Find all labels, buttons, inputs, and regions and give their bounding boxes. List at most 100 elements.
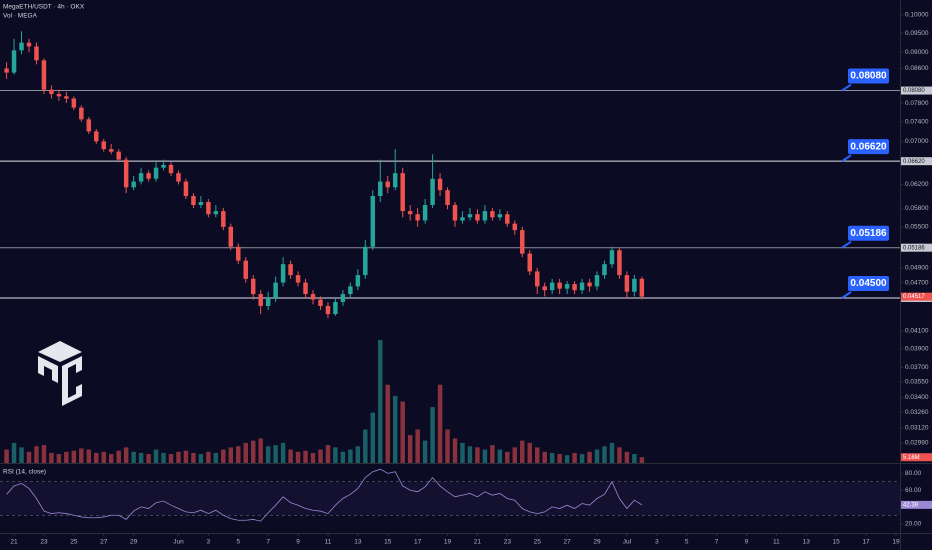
level-label: 0.06620	[850, 141, 887, 152]
volume-bar	[303, 450, 308, 463]
candle-body	[355, 275, 361, 287]
candle-body	[19, 42, 24, 51]
candle-body	[94, 131, 99, 142]
candle-body	[26, 42, 32, 47]
x-tick-label: 25	[70, 539, 78, 546]
volume-bar	[400, 401, 405, 463]
x-tick-label: 17	[414, 539, 422, 546]
candle-body	[108, 149, 114, 152]
volume-bar	[407, 435, 413, 463]
candle-body	[153, 167, 159, 179]
volume-bar	[452, 438, 458, 463]
volume-bar	[243, 442, 248, 463]
volume-bar	[490, 445, 495, 463]
candle-body	[460, 217, 465, 221]
candle-body	[71, 98, 77, 108]
x-tick-label: Jun	[173, 539, 184, 546]
candle-body	[400, 173, 405, 212]
y-tick-label: 0.02990	[905, 440, 929, 447]
volume-bar	[71, 450, 77, 463]
candle-body	[265, 297, 271, 306]
axis-level-box	[901, 243, 932, 252]
volume-bar	[587, 451, 592, 463]
x-tick-label: 13	[354, 539, 362, 546]
volume-bar	[512, 447, 518, 463]
x-tick-label: 11	[773, 539, 780, 546]
candle-body	[467, 214, 473, 218]
volume-bar	[632, 454, 637, 463]
volume-bar	[385, 384, 390, 463]
level-pointer	[841, 291, 852, 299]
candle-body	[146, 173, 151, 179]
volume-bar	[363, 429, 368, 463]
y-tick-label: 0.06200	[905, 181, 929, 188]
x-tick-label: 21	[474, 539, 482, 546]
volume-bar	[168, 454, 174, 463]
y-tick-label: 0.07400	[905, 118, 929, 125]
candle-body	[183, 181, 189, 197]
level-label: 0.04500	[850, 278, 887, 289]
candle-body	[348, 286, 353, 295]
volume-bar	[572, 452, 577, 463]
volume-bar	[4, 449, 9, 463]
volume-bar	[564, 455, 570, 463]
candle-body	[609, 250, 615, 265]
candle-body	[176, 173, 181, 182]
axis-level-box	[901, 157, 932, 166]
level-box	[848, 225, 889, 241]
y-tick-label: 0.04900	[905, 265, 929, 272]
y-tick-label: 0.09500	[905, 30, 929, 37]
candle-body	[228, 226, 234, 247]
x-tick-label: 29	[130, 539, 138, 546]
candle-body	[363, 246, 368, 276]
candle-body	[131, 181, 136, 188]
volume-bar	[295, 451, 301, 463]
volume-bar	[86, 449, 92, 463]
volume-bar	[340, 451, 346, 463]
candle-body	[370, 196, 376, 247]
candle-body	[79, 107, 84, 120]
rsi-tick-label: 20.00	[905, 520, 922, 527]
volume-bar	[280, 442, 286, 463]
candle-body	[632, 278, 637, 292]
logo	[38, 341, 82, 406]
candle-body	[407, 211, 413, 215]
current-volume-box	[901, 453, 932, 462]
candle-body	[310, 294, 316, 300]
volume-bar	[123, 447, 129, 463]
x-tick-label: Jul	[623, 539, 632, 546]
volume-bar	[415, 429, 420, 463]
volume-bar	[34, 446, 39, 463]
candle-body	[534, 271, 540, 287]
axis-level-box	[901, 86, 932, 95]
candle-body	[392, 173, 398, 188]
volume-bar	[534, 447, 540, 463]
candle-body	[243, 260, 248, 279]
candle-body	[497, 214, 503, 218]
candle-body	[564, 284, 570, 289]
volume-bar	[639, 457, 645, 463]
candle-body	[49, 89, 54, 95]
volume-bar	[116, 450, 121, 463]
volume-bar	[422, 440, 428, 463]
candle-body	[452, 205, 458, 221]
candle-body	[318, 299, 323, 306]
volume-bar	[288, 449, 293, 463]
candle-body	[594, 275, 600, 287]
candle-body	[168, 164, 174, 174]
x-tick-label: 29	[593, 539, 601, 546]
volume-bar	[579, 454, 585, 463]
rsi-current-box	[901, 500, 932, 509]
volume-bar	[146, 454, 151, 463]
volume-bar	[221, 449, 226, 463]
x-tick-label: 15	[384, 539, 392, 546]
y-tick-label: 0.05800	[905, 205, 929, 212]
candle-body	[490, 211, 495, 218]
volume-bar	[557, 454, 562, 463]
volume-bar	[437, 384, 443, 463]
volume-bar	[318, 449, 323, 463]
x-tick-label: 23	[504, 539, 512, 546]
x-tick-label: 9	[296, 539, 300, 546]
level-pointer	[841, 240, 852, 249]
